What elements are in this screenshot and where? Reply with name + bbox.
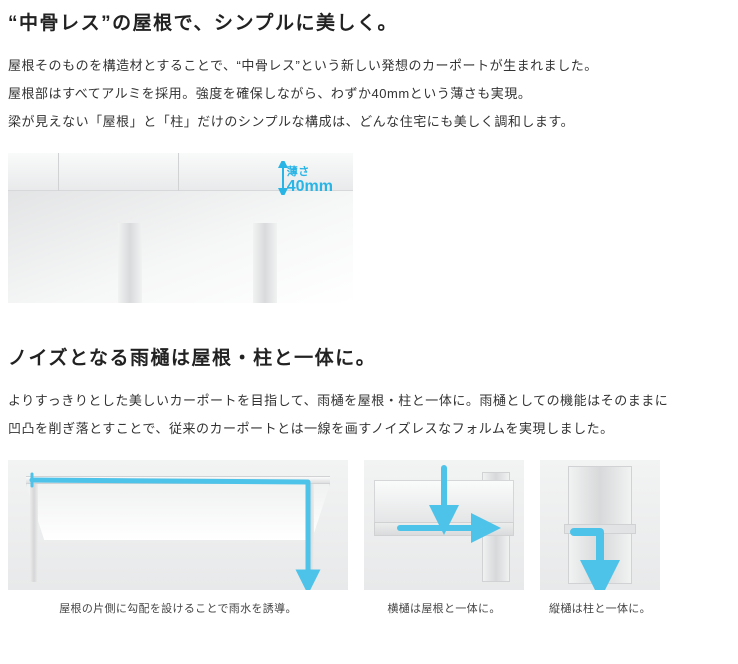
water-flow-arrow-icon: [364, 460, 524, 590]
roof-seam: [178, 153, 179, 191]
roof-seam: [58, 153, 59, 191]
gutter-slope-infographic: [8, 460, 348, 590]
section-gutter-para-2: 凹凸を削ぎ落とすことで、従来のカーポートとは一線を画すノイズレスなフォルムを実現…: [8, 416, 730, 442]
section-roof-figure: 薄さ 40mm: [8, 153, 730, 303]
water-flow-arrow-icon: [540, 460, 660, 590]
vertical-gutter-infographic: [540, 460, 660, 590]
gutter-figure-3-col: 縦樋は柱と一体に。: [540, 460, 660, 616]
water-flow-arrow-icon: [8, 460, 348, 590]
roof-underside: [8, 191, 353, 303]
section-roof: “中骨レス”の屋根で、シンプルに美しく。 屋根そのものを構造材とすることで、“中…: [8, 8, 730, 303]
gutter-figure-3-caption: 縦樋は柱と一体に。: [549, 600, 651, 616]
section-gutter-para-1: よりすっきりとした美しいカーポートを目指して、雨樋を屋根・柱と一体に。雨樋として…: [8, 388, 730, 414]
thickness-annotation: 薄さ 40mm: [287, 163, 333, 195]
thickness-label: 薄さ: [287, 163, 333, 179]
gutter-figure-1-caption: 屋根の片側に勾配を設けることで雨水を誘導。: [59, 600, 297, 616]
horizontal-gutter-infographic: [364, 460, 524, 590]
gutter-figures-row: 屋根の片側に勾配を設けることで雨水を誘導。 横樋は屋根と一体に。: [8, 460, 730, 616]
thickness-value: 40mm: [287, 179, 333, 195]
gutter-figure-1-col: 屋根の片側に勾配を設けることで雨水を誘導。: [8, 460, 348, 616]
section-roof-para-2: 屋根部はすべてアルミを採用。強度を確保しながら、わずか40mmという薄さも実現。: [8, 81, 730, 107]
gutter-figure-2-caption: 横樋は屋根と一体に。: [387, 600, 500, 616]
carport-pillar: [253, 223, 277, 303]
section-roof-para-3: 梁が見えない「屋根」と「柱」だけのシンプルな構成は、どんな住宅にも美しく調和しま…: [8, 109, 730, 135]
section-roof-heading: “中骨レス”の屋根で、シンプルに美しく。: [8, 8, 730, 35]
roof-thickness-infographic: 薄さ 40mm: [8, 153, 353, 303]
section-gutter: ノイズとなる雨樋は屋根・柱と一体に。 よりすっきりとした美しいカーポートを目指し…: [8, 343, 730, 616]
gutter-figure-2-col: 横樋は屋根と一体に。: [364, 460, 524, 616]
carport-pillar: [118, 223, 142, 303]
section-gutter-heading: ノイズとなる雨樋は屋根・柱と一体に。: [8, 343, 730, 370]
section-roof-para-1: 屋根そのものを構造材とすることで、“中骨レス”という新しい発想のカーポートが生ま…: [8, 53, 730, 79]
